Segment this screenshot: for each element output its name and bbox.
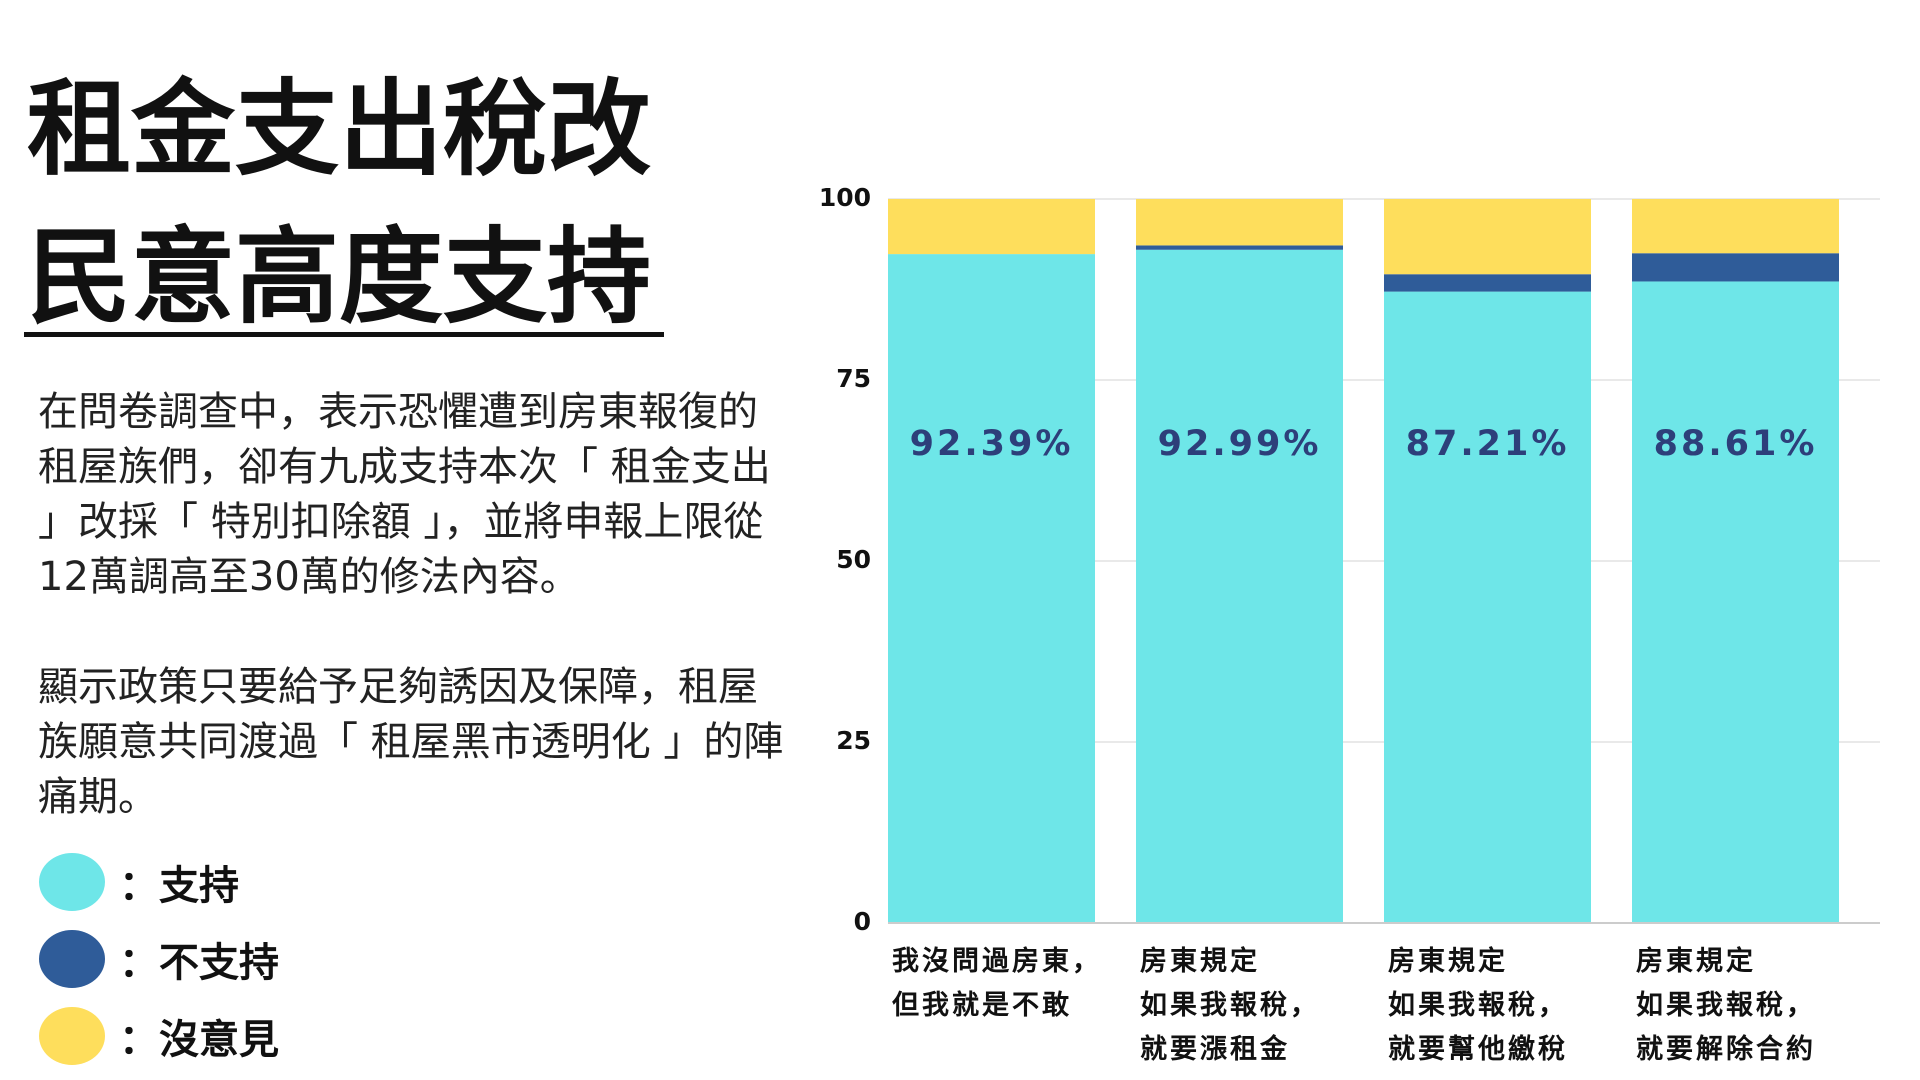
legend-label: 不支持 (119, 930, 279, 988)
x-tick-label: 房東規定 如果我報稅， 就要解除合約 (1636, 946, 1816, 1065)
x-tick-label: 房東規定 如果我報稅， 就要幫他繳稅 (1388, 946, 1568, 1065)
bar-segment (1632, 199, 1839, 254)
bar-segment (1384, 291, 1591, 923)
bar-segment (1136, 245, 1343, 250)
paragraph: 在問卷調查中，表示恐懼遭到房東報復的租屋族們，卻有九成支持本次「 租金支出 」改… (38, 389, 771, 600)
value-label: 88.61% (1654, 424, 1818, 464)
legend-entry: 支持 (39, 853, 239, 911)
bar-segment (1632, 253, 1839, 282)
y-tick-label: 50 (836, 545, 871, 574)
paragraph: 顯示政策只要給予足夠誘因及保障，租屋族願意共同渡過「 租屋黑市透明化 」的陣痛期… (38, 664, 784, 820)
legend-entry: 不支持 (39, 930, 279, 988)
legend-entry: 沒意見 (39, 1007, 279, 1065)
y-tick-label: 100 (819, 183, 871, 212)
y-tick-label: 25 (836, 726, 871, 755)
bar-segment (1136, 249, 1343, 924)
title: 租金支出稅改 民意高度支持 (27, 68, 652, 338)
legend-label: 沒意見 (119, 1007, 279, 1065)
legend-swatch (39, 930, 105, 988)
value-label: 92.99% (1158, 424, 1322, 464)
value-label: 87.21% (1406, 424, 1570, 464)
bar-segment (888, 254, 1095, 923)
title-underline (24, 332, 664, 337)
legend-swatch (39, 1007, 105, 1065)
bar-segment (1632, 281, 1839, 923)
x-tick-label: 我沒問過房東， 但我就是不敢 (892, 946, 1102, 1021)
bar-segment (1384, 274, 1591, 292)
bar-segment (1384, 199, 1591, 275)
bar-segment (888, 199, 1095, 255)
value-label: 92.39% (910, 424, 1074, 464)
legend-swatch (39, 853, 105, 911)
y-tick-label: 0 (854, 907, 871, 936)
y-tick-label: 75 (836, 364, 871, 393)
bar-segment (1136, 199, 1343, 246)
x-tick-label: 房東規定 如果我報稅， 就要漲租金 (1140, 946, 1320, 1065)
legend-label: 支持 (119, 853, 239, 911)
